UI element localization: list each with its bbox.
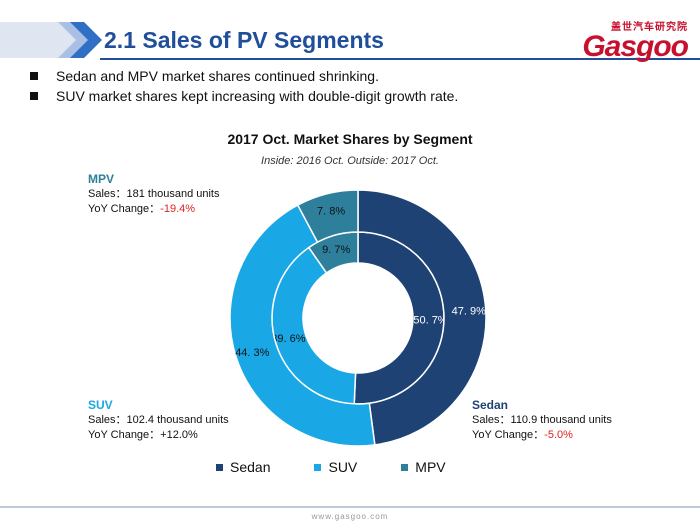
legend-label-sedan: Sedan bbox=[230, 459, 271, 475]
footer-url: www.gasgoo.com bbox=[311, 512, 389, 521]
legend-swatch-mpv bbox=[401, 463, 409, 471]
legend-swatch-suv bbox=[314, 463, 322, 471]
legend-item-mpv: MPV bbox=[401, 459, 446, 475]
inner-label-suv: 39. 6% bbox=[271, 333, 305, 345]
inner-label-mpv: 9. 7% bbox=[322, 244, 350, 256]
square-bullet-icon bbox=[30, 92, 38, 100]
suv-annotation-sales: Sales：102.4 thousand units bbox=[88, 414, 229, 426]
chart-legend: Sedan SUV MPV bbox=[216, 459, 446, 475]
mpv-annotation: MPV Sales：181 thousand units YoY Change：… bbox=[88, 172, 219, 217]
mpv-annotation-name: MPV bbox=[88, 172, 115, 186]
sedan-annotation-name: Sedan bbox=[472, 398, 509, 412]
square-bullet-icon bbox=[30, 72, 38, 80]
logo-cn-text: 盖世汽车研究院 bbox=[611, 22, 688, 33]
mpv-yoy-label: YoY Change： bbox=[88, 203, 161, 215]
suv-yoy-label: YoY Change： bbox=[88, 429, 161, 441]
slide-header: 2.1 Sales of PV Segments 盖世汽车研究院 Gasgoo bbox=[0, 0, 700, 62]
header-chevron-light bbox=[58, 22, 90, 58]
bullet-list: Sedan and MPV market shares continued sh… bbox=[30, 66, 458, 106]
legend-item-sedan: Sedan bbox=[216, 459, 270, 475]
bullet-item: SUV market shares kept increasing with d… bbox=[30, 86, 458, 106]
bullet-text: SUV market shares kept increasing with d… bbox=[56, 88, 459, 104]
chart-subtitle: Inside: 2016 Oct. Outside: 2017 Oct. bbox=[261, 155, 439, 167]
inner-label-sedan: 50. 7% bbox=[413, 315, 447, 327]
page-title: 2.1 Sales of PV Segments bbox=[104, 27, 384, 53]
legend-swatch-sedan bbox=[216, 463, 223, 471]
suv-annotation-name: SUV bbox=[88, 398, 113, 412]
outer-slice-mpv bbox=[296, 189, 359, 244]
sedan-annotation: Sedan Sales：110.9 thousand units YoY Cha… bbox=[472, 398, 612, 443]
mpv-annotation-yoy: YoY Change：-19.4% bbox=[88, 202, 219, 217]
header-chevron-dark bbox=[70, 22, 102, 58]
outer-slice-suv bbox=[229, 204, 376, 447]
bullet-item: Sedan and MPV market shares continued sh… bbox=[30, 66, 458, 86]
gasgoo-logo: 盖世汽车研究院 Gasgoo bbox=[568, 18, 689, 63]
outer-slice-sedan bbox=[357, 189, 487, 446]
sedan-yoy-label: YoY Change： bbox=[472, 429, 545, 441]
header-banner bbox=[0, 22, 700, 60]
suv-annotation: SUV Sales：102.4 thousand units YoY Chang… bbox=[88, 398, 229, 443]
legend-label-suv: SUV bbox=[328, 459, 358, 475]
legend-item-suv: SUV bbox=[314, 459, 357, 475]
bullet-text: Sedan and MPV market shares continued sh… bbox=[56, 68, 379, 84]
sedan-annotation-sales: Sales：110.9 thousand units bbox=[472, 414, 612, 426]
footer-divider bbox=[0, 506, 700, 508]
sedan-yoy-value: -5.0% bbox=[544, 429, 573, 441]
legend-label-mpv: MPV bbox=[415, 459, 446, 475]
outer-label-mpv: 7. 8% bbox=[317, 205, 345, 217]
chart-title: 2017 Oct. Market Shares by Segment bbox=[227, 131, 473, 147]
suv-annotation-yoy: YoY Change：+12.0% bbox=[88, 428, 229, 443]
outer-label-suv: 44. 3% bbox=[235, 347, 269, 359]
logo-main-text: Gasgoo bbox=[582, 30, 689, 63]
mpv-annotation-sales: Sales：181 thousand units bbox=[88, 188, 220, 200]
mpv-yoy-value: -19.4% bbox=[160, 203, 196, 215]
sedan-annotation-yoy: YoY Change：-5.0% bbox=[472, 428, 612, 443]
outer-label-sedan: 47. 9% bbox=[452, 306, 486, 318]
suv-yoy-value: +12.0% bbox=[160, 429, 198, 441]
